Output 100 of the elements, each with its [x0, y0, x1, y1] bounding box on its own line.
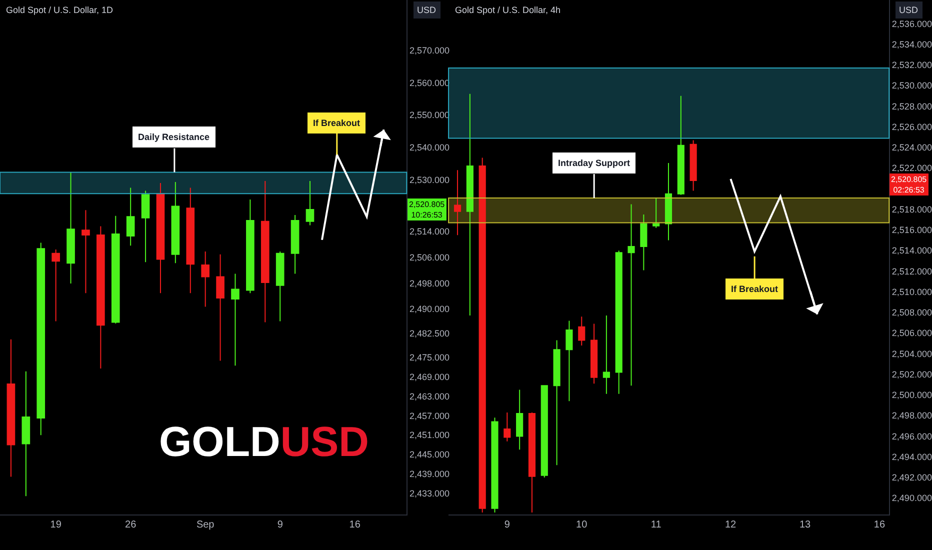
- candlestick: [590, 323, 598, 384]
- y-tick-label: 2,500.000: [892, 390, 932, 400]
- candlestick: [504, 412, 511, 442]
- x-tick-label: 12: [724, 520, 737, 531]
- y-tick-label: 2,510.000: [892, 286, 932, 297]
- y-tick-label: 2,457.000: [409, 410, 450, 421]
- text: 2,520.805 02:26:53: [891, 175, 928, 194]
- text: GOLD: [159, 418, 280, 465]
- band-label: Daily Resistance: [138, 132, 210, 142]
- candlestick: [628, 204, 635, 386]
- y-tick-label: 2,482.500: [409, 328, 450, 338]
- y-tick-label: 2,445.000: [409, 450, 450, 460]
- candlestick: [276, 250, 284, 322]
- x-tick-label: 9: [277, 520, 284, 531]
- candlestick: [156, 182, 165, 294]
- x-tick-label: 10: [576, 520, 588, 531]
- candlestick: [516, 389, 524, 450]
- y-tick-label: 2,526.000: [892, 122, 932, 132]
- candlestick: [36, 242, 46, 436]
- y-tick-label: 2,475.000: [409, 352, 450, 363]
- annotation: If Breakout: [313, 118, 360, 128]
- y-tick-label: 2,469.000: [409, 372, 450, 382]
- candlestick: [454, 170, 462, 236]
- candlestick: [528, 412, 536, 514]
- candlestick: [491, 417, 498, 514]
- y-tick-label: 2,524.000: [892, 142, 932, 153]
- x-tick-label: 13: [799, 520, 811, 531]
- band-label: Intraday Support: [558, 158, 630, 168]
- candlestick: [306, 180, 314, 226]
- candlestick: [201, 250, 210, 308]
- y-tick-label: 2,536.000: [892, 18, 932, 29]
- y-tick-label: 2,502.000: [892, 369, 932, 380]
- y-tick-label: 2,490.000: [409, 304, 450, 314]
- candlestick: [578, 316, 586, 346]
- candlestick: [96, 226, 105, 369]
- x-tick-label: 19: [50, 520, 62, 531]
- candlestick: [566, 320, 573, 402]
- candlestick: [602, 315, 610, 394]
- candlestick: [22, 370, 30, 497]
- text: 2,520.805 10:26:53: [409, 200, 446, 220]
- x-tick-label: 26: [125, 520, 137, 531]
- candlestick: [52, 249, 60, 322]
- y-axis-title: USD: [280, 418, 370, 465]
- x-tick-label: 9: [504, 520, 510, 531]
- candlestick: [540, 385, 548, 478]
- y-tick-label: 2,498.000: [892, 410, 932, 421]
- y-tick-label: 2,530.000: [409, 174, 450, 185]
- text: Gold Spot / U.S. Dollar, 1D: [6, 5, 114, 15]
- candlestick: [290, 214, 300, 274]
- candlestick: [141, 190, 150, 263]
- y-tick-label: 2,528.000: [892, 101, 932, 112]
- y-tick-label: 2,439.000: [409, 469, 450, 480]
- text: Gold Spot / U.S. Dollar, 4h: [455, 5, 561, 15]
- y-tick-label: 2,494.000: [892, 452, 932, 462]
- x-tick-label: 16: [349, 520, 361, 531]
- candlestick: [615, 250, 622, 394]
- candlestick: [640, 214, 648, 271]
- candlestick: [690, 140, 697, 192]
- candlestick: [66, 172, 75, 284]
- y-tick-label: 2,532.000: [892, 60, 932, 70]
- candlestick: [231, 273, 240, 366]
- y-tick-label: 2,534.000: [892, 39, 932, 50]
- x-tick-label: 16: [874, 520, 886, 531]
- y-axis-title: USD: [899, 5, 918, 15]
- y-tick-label: 2,522.000: [892, 163, 932, 174]
- text: USD: [417, 5, 436, 15]
- candlestick: [664, 162, 672, 241]
- candlestick: [677, 95, 684, 196]
- candlestick: [111, 215, 120, 324]
- candlestick: [6, 338, 16, 478]
- candlestick: [216, 254, 224, 362]
- annotation: If Breakout: [731, 284, 778, 294]
- candlestick: [186, 187, 195, 294]
- x-tick-label: 11: [650, 520, 662, 531]
- y-tick-label: 2,506.000: [892, 328, 932, 338]
- y-tick-label: 2,496.000: [892, 431, 932, 442]
- x-tick-label: Sep: [196, 520, 215, 531]
- y-tick-label: 2,433.000: [409, 488, 450, 498]
- y-tick-label: 2,518.000: [892, 204, 932, 214]
- y-tick-label: 2,514.000: [409, 226, 450, 237]
- y-tick-label: 2,570.000: [409, 46, 450, 56]
- y-tick-label: 2,504.000: [892, 348, 932, 359]
- candlestick: [553, 340, 560, 466]
- y-tick-label: 2,506.000: [409, 252, 450, 262]
- candlestick: [246, 198, 254, 294]
- y-tick-label: 2,492.000: [892, 472, 932, 483]
- y-tick-label: 2,498.000: [409, 278, 450, 288]
- y-tick-label: 2,540.000: [409, 142, 450, 153]
- candlestick: [260, 180, 270, 323]
- candlestick: [478, 157, 486, 514]
- candlestick: [652, 198, 660, 228]
- candlestick: [466, 93, 474, 316]
- y-tick-label: 2,451.000: [409, 430, 450, 440]
- y-tick-label: 2,508.000: [892, 308, 932, 318]
- y-tick-label: 2,490.000: [892, 493, 932, 504]
- candlestick: [171, 181, 180, 264]
- y-tick-label: 2,530.000: [892, 80, 932, 91]
- y-tick-label: 2,512.000: [892, 266, 932, 276]
- y-tick-label: 2,516.000: [892, 225, 932, 236]
- candlestick: [126, 187, 135, 246]
